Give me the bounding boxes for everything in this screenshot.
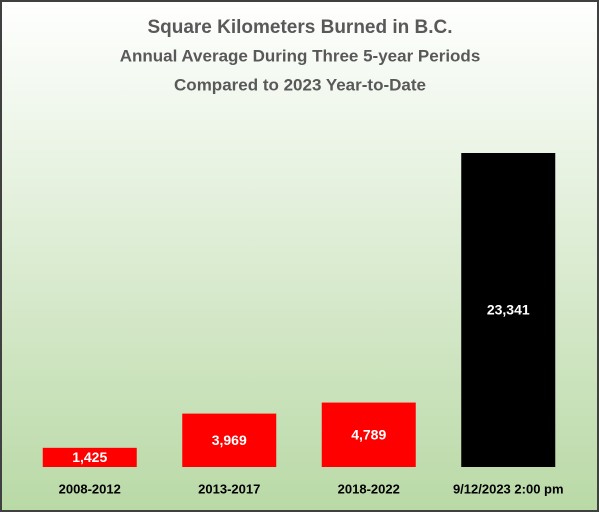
x-tick-label: 9/12/2023 2:00 pm: [453, 481, 564, 496]
x-tick-label: 2013-2017: [198, 481, 260, 496]
bar: [321, 402, 416, 467]
chart-subtitle: Annual Average During Three 5-year Perio…: [120, 46, 481, 65]
x-tick-label: 2018-2022: [338, 481, 400, 496]
bar: [461, 153, 556, 467]
chart-subtitle: Compared to 2023 Year-to-Date: [174, 75, 426, 94]
chart-title: Square Kilometers Burned in B.C.: [147, 17, 452, 38]
x-tick-label: 2008-2012: [59, 481, 121, 496]
value-label: 4,789: [351, 426, 386, 442]
value-label: 3,969: [212, 432, 247, 448]
value-label: 23,341: [487, 302, 530, 318]
value-label: 1,425: [72, 449, 107, 465]
bar: [42, 447, 137, 467]
bar: [182, 413, 277, 467]
